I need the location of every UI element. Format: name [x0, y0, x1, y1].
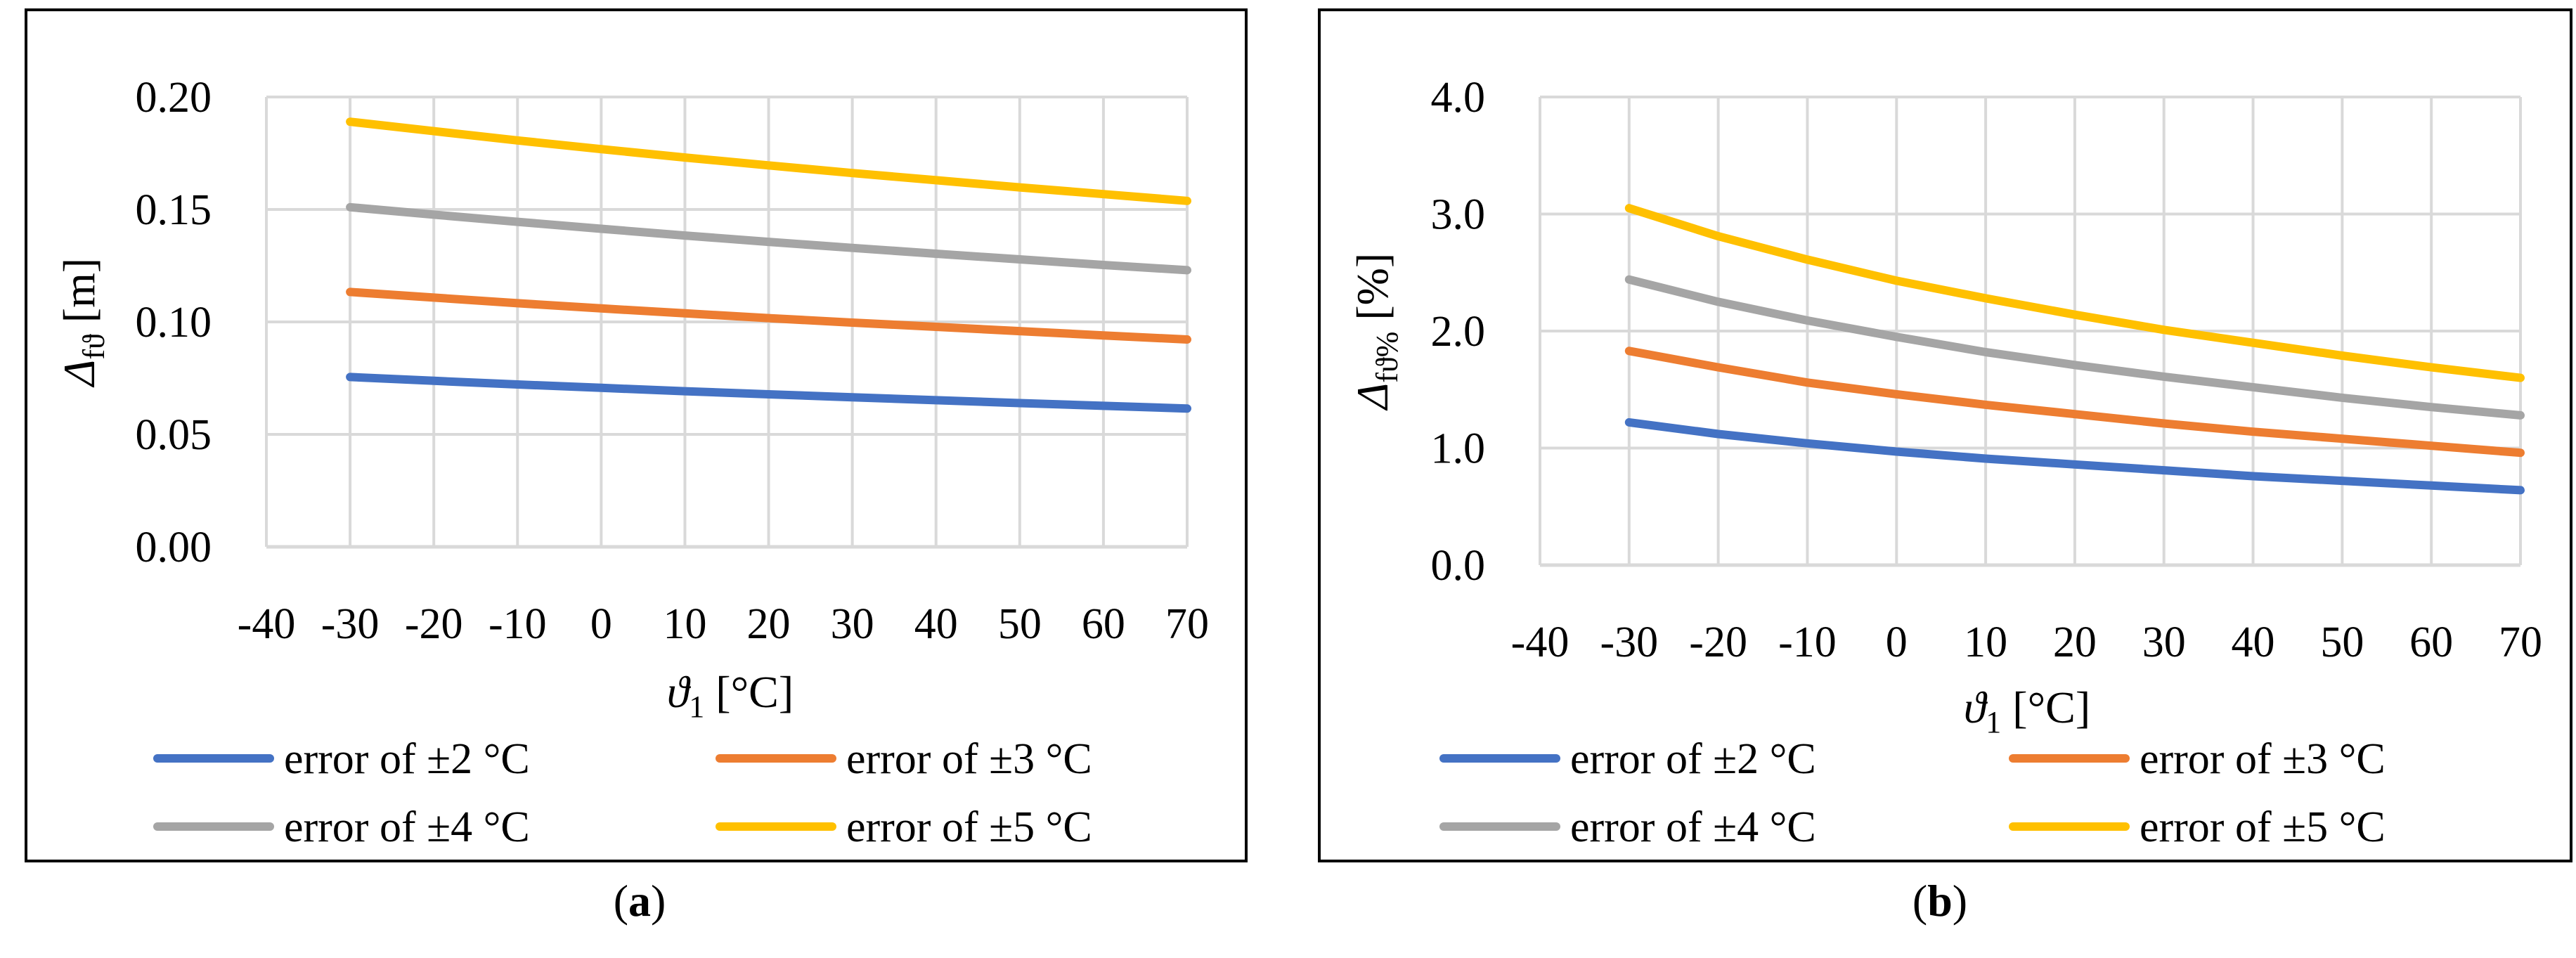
y-axis-unit: [m] [54, 258, 104, 334]
x-axis-unit: [°C] [704, 667, 794, 717]
series-line-3 [1624, 275, 2525, 420]
x-tick-label: -40 [238, 600, 296, 648]
x-tick-label: 40 [2232, 619, 2275, 666]
chart-panel-b: 0.0 1.0 2.0 3.0 4.0 -40 -30 -20 -10 0 10 20 30 40 50 60… [1318, 8, 2572, 862]
chart-b: 0.0 1.0 2.0 3.0 4.0 -40 -30 -20 -10 0 10 20 30 40 50 60… [1347, 74, 2542, 851]
legend-label-1: error of ±2 °C [1570, 735, 1816, 783]
series-line-2 [346, 287, 1191, 344]
legend-label-3: error of ±4 °C [1570, 803, 1816, 851]
y-tick-label: 0.10 [136, 299, 212, 347]
x-axis-title: ϑ1 [°C] [667, 667, 794, 724]
series-line-2 [1624, 347, 2525, 458]
y-tick-label: 0.0 [1431, 542, 1486, 590]
x-axis-unit: [°C] [2001, 682, 2090, 732]
x-tick-label: 20 [747, 600, 791, 648]
x-tick-label: 0 [590, 600, 612, 648]
y-axis-symbol: Δ [1347, 383, 1397, 412]
legend-label-4: error of ±5 °C [2140, 803, 2386, 851]
x-tick-label: 40 [914, 600, 958, 648]
y-tick-label: 0.00 [136, 524, 212, 571]
series-line-1 [1624, 417, 2525, 495]
legend-label-3: error of ±4 °C [284, 803, 530, 851]
x-tick-label: 0 [1886, 619, 1908, 666]
caption-b: (b) [1912, 876, 1968, 926]
x-tick-label: 70 [1165, 600, 1209, 648]
x-axis-subscript: 1 [689, 690, 704, 724]
chart-a: 0.00 0.05 0.10 0.15 0.20 -40 -30 -20 -10 0 10 20 30 4… [54, 74, 1209, 851]
x-axis-subscript: 1 [1986, 705, 2001, 739]
x-tick-label: 10 [663, 600, 706, 648]
series-line-4 [1624, 204, 2525, 382]
series-line-3 [346, 202, 1191, 275]
legend-label-2: error of ±3 °C [846, 735, 1092, 783]
legend-label-4: error of ±5 °C [846, 803, 1092, 851]
y-axis-unit: [%] [1347, 253, 1397, 332]
x-tick-label: -10 [488, 600, 547, 648]
x-tick-label: 70 [2499, 619, 2542, 666]
y-tick-label: 4.0 [1431, 74, 1486, 122]
y-tick-label: 0.15 [136, 186, 212, 234]
series-line-4 [346, 117, 1191, 205]
x-axis-title: ϑ1 [°C] [1964, 682, 2090, 739]
y-tick-label: 2.0 [1431, 308, 1486, 356]
y-tick-label: 3.0 [1431, 191, 1486, 239]
legend-label-1: error of ±2 °C [284, 735, 530, 783]
x-tick-label: 60 [1082, 600, 1125, 648]
y-axis-subscript: fϑ% [1370, 332, 1404, 383]
chart-panel-a: 0.00 0.05 0.10 0.15 0.20 -40 -30 -20 -10 0 10 20 30 4… [25, 8, 1248, 862]
y-axis-title: Δfϑ [m] [54, 258, 111, 388]
y-tick-label: 0.05 [136, 411, 212, 459]
x-tick-label: -20 [1689, 619, 1747, 666]
caption-b-label: b [1927, 876, 1953, 926]
y-tick-label: 0.20 [136, 74, 212, 122]
x-tick-label: -10 [1778, 619, 1837, 666]
series-line-1 [346, 373, 1191, 413]
x-tick-label: 20 [2053, 619, 2097, 666]
y-tick-label: 1.0 [1431, 425, 1486, 473]
x-tick-label: -40 [1511, 619, 1569, 666]
x-tick-label: 30 [831, 600, 874, 648]
y-axis-symbol: Δ [54, 360, 104, 389]
x-tick-label: -20 [405, 600, 463, 648]
x-axis-symbol: ϑ [667, 667, 692, 717]
y-axis-title: Δfϑ% [%] [1347, 253, 1404, 412]
caption-a: (a) [613, 876, 666, 926]
x-tick-label: -30 [1600, 619, 1658, 666]
x-tick-label: 50 [2320, 619, 2364, 666]
legend-label-2: error of ±3 °C [2140, 735, 2386, 783]
x-axis-symbol: ϑ [1964, 682, 1988, 732]
x-tick-label: 60 [2409, 619, 2453, 666]
x-tick-label: 50 [998, 600, 1042, 648]
y-axis-subscript: fϑ [77, 334, 111, 360]
x-tick-label: 30 [2142, 619, 2186, 666]
caption-a-label: a [628, 876, 651, 926]
x-tick-label: -30 [321, 600, 380, 648]
x-tick-label: 10 [1964, 619, 2007, 666]
